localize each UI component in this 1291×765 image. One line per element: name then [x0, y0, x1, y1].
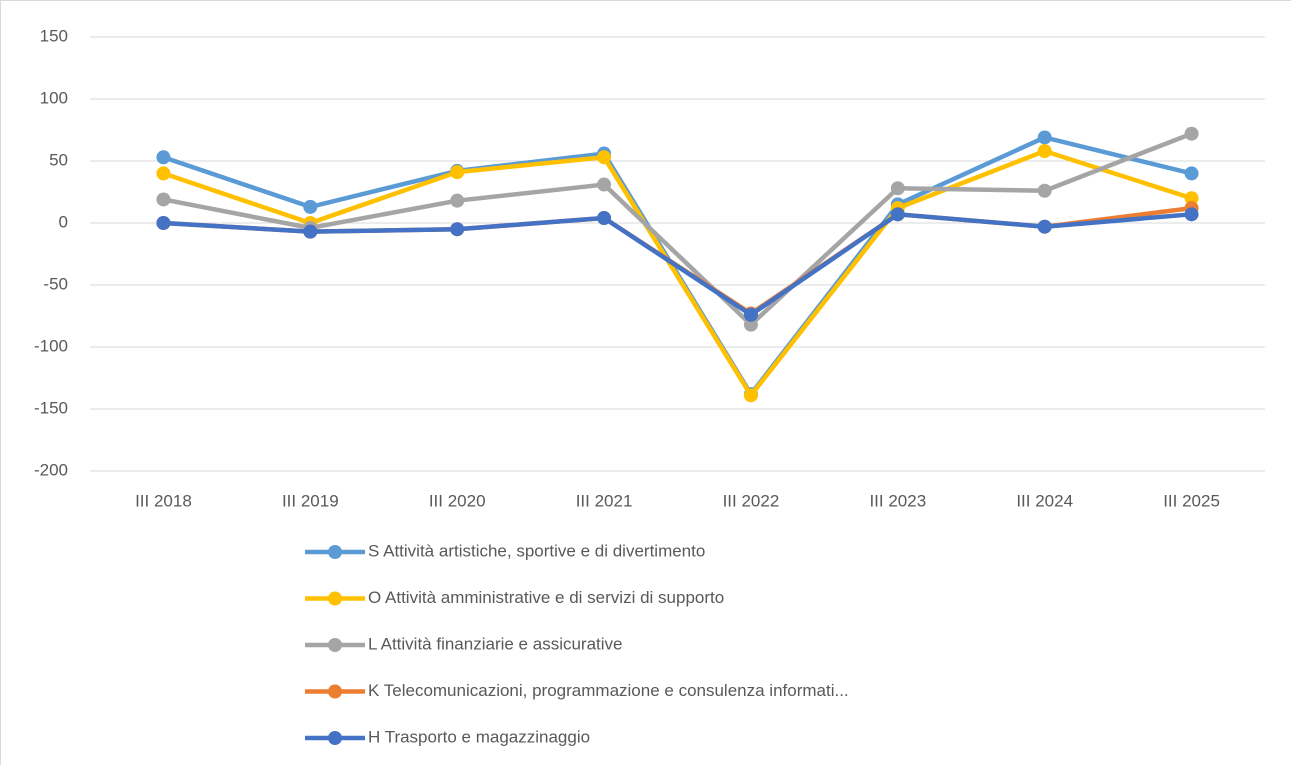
y-tick-label: -100 — [34, 336, 68, 355]
marker — [1037, 219, 1052, 234]
legend-marker — [328, 545, 342, 559]
series-line — [162, 148, 1193, 398]
marker — [156, 150, 171, 165]
series-line — [163, 212, 1192, 318]
marker — [890, 181, 905, 196]
marker — [597, 150, 612, 165]
x-tick-label: III 2019 — [282, 491, 339, 510]
x-tick-label: III 2020 — [429, 491, 486, 510]
x-tick-label: III 2025 — [1163, 491, 1220, 510]
legend-marker — [328, 638, 342, 652]
y-tick-label: 100 — [40, 88, 68, 107]
marker — [303, 224, 318, 239]
marker — [597, 211, 612, 226]
marker — [1184, 191, 1199, 206]
legend-label: O Attività amministrative e di servizi d… — [368, 588, 724, 607]
marker — [303, 199, 318, 214]
y-tick-label: -200 — [34, 460, 68, 479]
marker — [1037, 130, 1052, 145]
x-tick-label: III 2018 — [135, 491, 192, 510]
marker — [743, 307, 758, 322]
marker — [450, 193, 465, 208]
legend-label: H Trasporto e magazzinaggio — [368, 727, 590, 746]
marker — [1037, 144, 1052, 159]
marker — [450, 165, 465, 180]
marker — [1184, 207, 1199, 222]
marker — [1184, 166, 1199, 181]
x-tick-label: III 2022 — [723, 491, 780, 510]
marker — [597, 177, 612, 192]
x-tick-label: III 2023 — [869, 491, 926, 510]
y-tick-label: -50 — [43, 274, 68, 293]
y-tick-label: 0 — [59, 212, 68, 231]
marker — [156, 192, 171, 207]
marker — [1037, 183, 1052, 198]
y-tick-label: 50 — [49, 150, 68, 169]
marker — [450, 222, 465, 237]
marker — [743, 317, 758, 332]
marker — [156, 166, 171, 181]
x-tick-label: III 2021 — [576, 491, 633, 510]
legend-marker — [328, 684, 342, 699]
legend-marker — [328, 591, 342, 606]
y-tick-label: -150 — [34, 398, 68, 417]
x-tick-label: III 2024 — [1016, 491, 1073, 510]
legend-label: L Attività finanziarie e assicurative — [368, 634, 623, 653]
marker — [1184, 126, 1199, 141]
series-line — [163, 131, 1193, 327]
marker — [743, 388, 758, 403]
legend-marker — [328, 731, 342, 745]
legend-label: K Telecomunicazioni, programmazione e co… — [368, 681, 849, 700]
y-tick-label: 150 — [40, 26, 68, 45]
legend-label: S Attività artistiche, sportive e di div… — [368, 541, 705, 560]
marker — [890, 207, 905, 222]
marker — [156, 216, 171, 230]
